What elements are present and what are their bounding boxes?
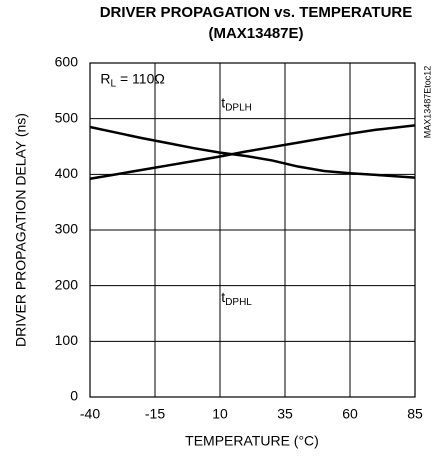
y-tick-label: 300 — [55, 221, 79, 237]
data-line — [89, 125, 416, 179]
y-tick-label: 600 — [55, 54, 79, 70]
annotation: tDPLH — [221, 94, 252, 113]
y-axis-label: DRIVER PROPAGATION DELAY (ns) — [13, 113, 29, 347]
plot-frame — [89, 62, 416, 398]
annotation: RL = 110Ω — [100, 70, 164, 89]
y-tick-label: 500 — [55, 109, 79, 125]
annotation-sub: DPLH — [225, 102, 252, 113]
x-tick-label: 35 — [277, 406, 293, 422]
x-tick-label: -40 — [80, 406, 100, 422]
y-tick-label: 100 — [55, 332, 79, 348]
x-tick-label: 10 — [212, 406, 228, 422]
annotation: tDPHL — [221, 289, 252, 308]
annotation-rest: = 110Ω — [116, 70, 165, 86]
data-line — [89, 124, 416, 181]
x-tick-label: 85 — [407, 406, 423, 422]
annotation-text: t — [221, 94, 225, 110]
x-tick-label: 60 — [342, 406, 358, 422]
y-tick-label: 0 — [70, 388, 78, 404]
chart-title: DRIVER PROPAGATION vs. TEMPERATURE — [100, 4, 413, 21]
chart-subtitle: (MAX13487E) — [208, 25, 303, 42]
annotation-sub: L — [111, 78, 117, 89]
x-axis-label: TEMPERATURE (°C) — [185, 433, 319, 449]
side-note: MAX13487Etoc12 — [422, 66, 432, 139]
annotation-sub: DPHL — [225, 297, 252, 308]
y-tick-label: 200 — [55, 276, 79, 292]
x-tick-label: -15 — [145, 406, 165, 422]
annotation-text: R — [100, 70, 110, 86]
y-tick-label: 400 — [55, 165, 79, 181]
annotation-text: t — [221, 289, 225, 305]
